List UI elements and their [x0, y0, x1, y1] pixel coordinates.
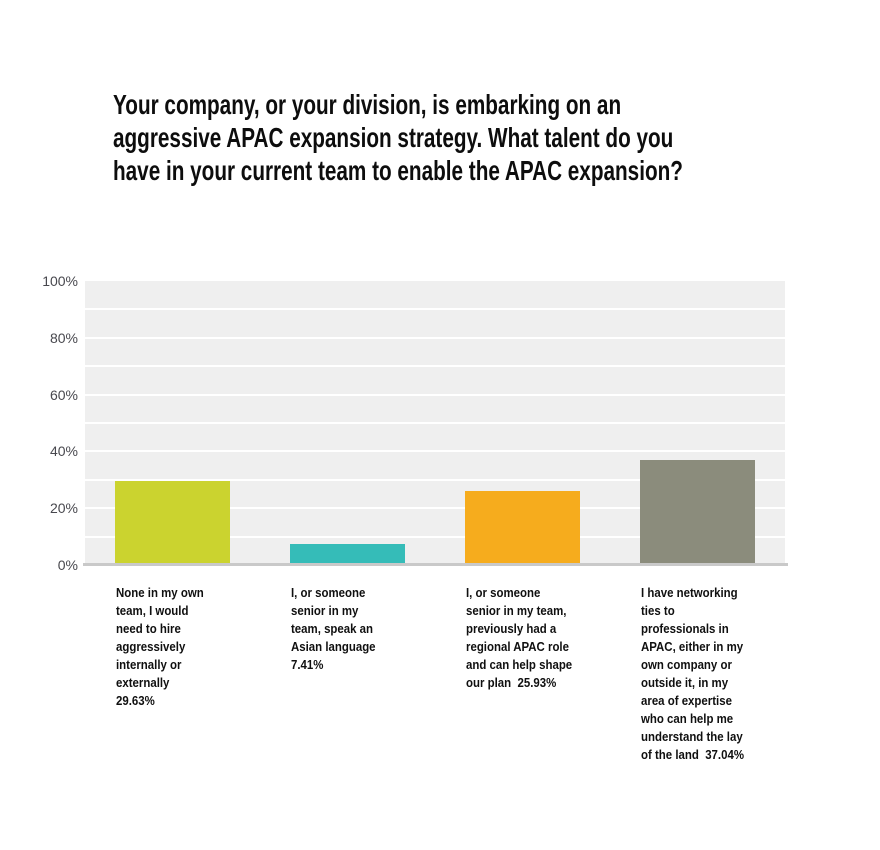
- gridline-20pct: [85, 507, 785, 510]
- gridline-70pct: [85, 365, 785, 368]
- y-tick-label-0: 0%: [57, 557, 78, 573]
- bar-4: [640, 459, 755, 565]
- gridline-50pct: [85, 422, 785, 424]
- category-label-3: I, or someone senior in my team, previou…: [466, 585, 573, 690]
- y-tick-label-80: 80%: [49, 329, 78, 346]
- bar-2: [290, 543, 405, 565]
- x-axis-line: [83, 563, 788, 566]
- gridline-60pct: [85, 393, 785, 396]
- category-label-2: I, or someone senior in my team, speak a…: [291, 585, 376, 672]
- y-tick-label-60: 60%: [49, 386, 78, 403]
- gridline-40pct: [85, 450, 785, 453]
- gridline-90pct: [85, 308, 785, 311]
- gridline-80pct: [85, 336, 785, 339]
- plot-area: [85, 281, 785, 565]
- question-title: Your company, or your division, is embar…: [113, 89, 683, 186]
- y-tick-label-40: 40%: [49, 443, 78, 460]
- bar-1: [115, 480, 230, 565]
- category-label-1: None in my own team, I would need to hir…: [116, 585, 204, 708]
- gridline-10pct: [85, 535, 785, 538]
- y-tick-label-20: 20%: [49, 500, 78, 517]
- category-label-4: I have networking ties to professionals …: [641, 585, 745, 762]
- bar-3: [465, 491, 580, 565]
- y-tick-label-100: 100%: [42, 273, 78, 289]
- gridline-30pct: [85, 478, 785, 481]
